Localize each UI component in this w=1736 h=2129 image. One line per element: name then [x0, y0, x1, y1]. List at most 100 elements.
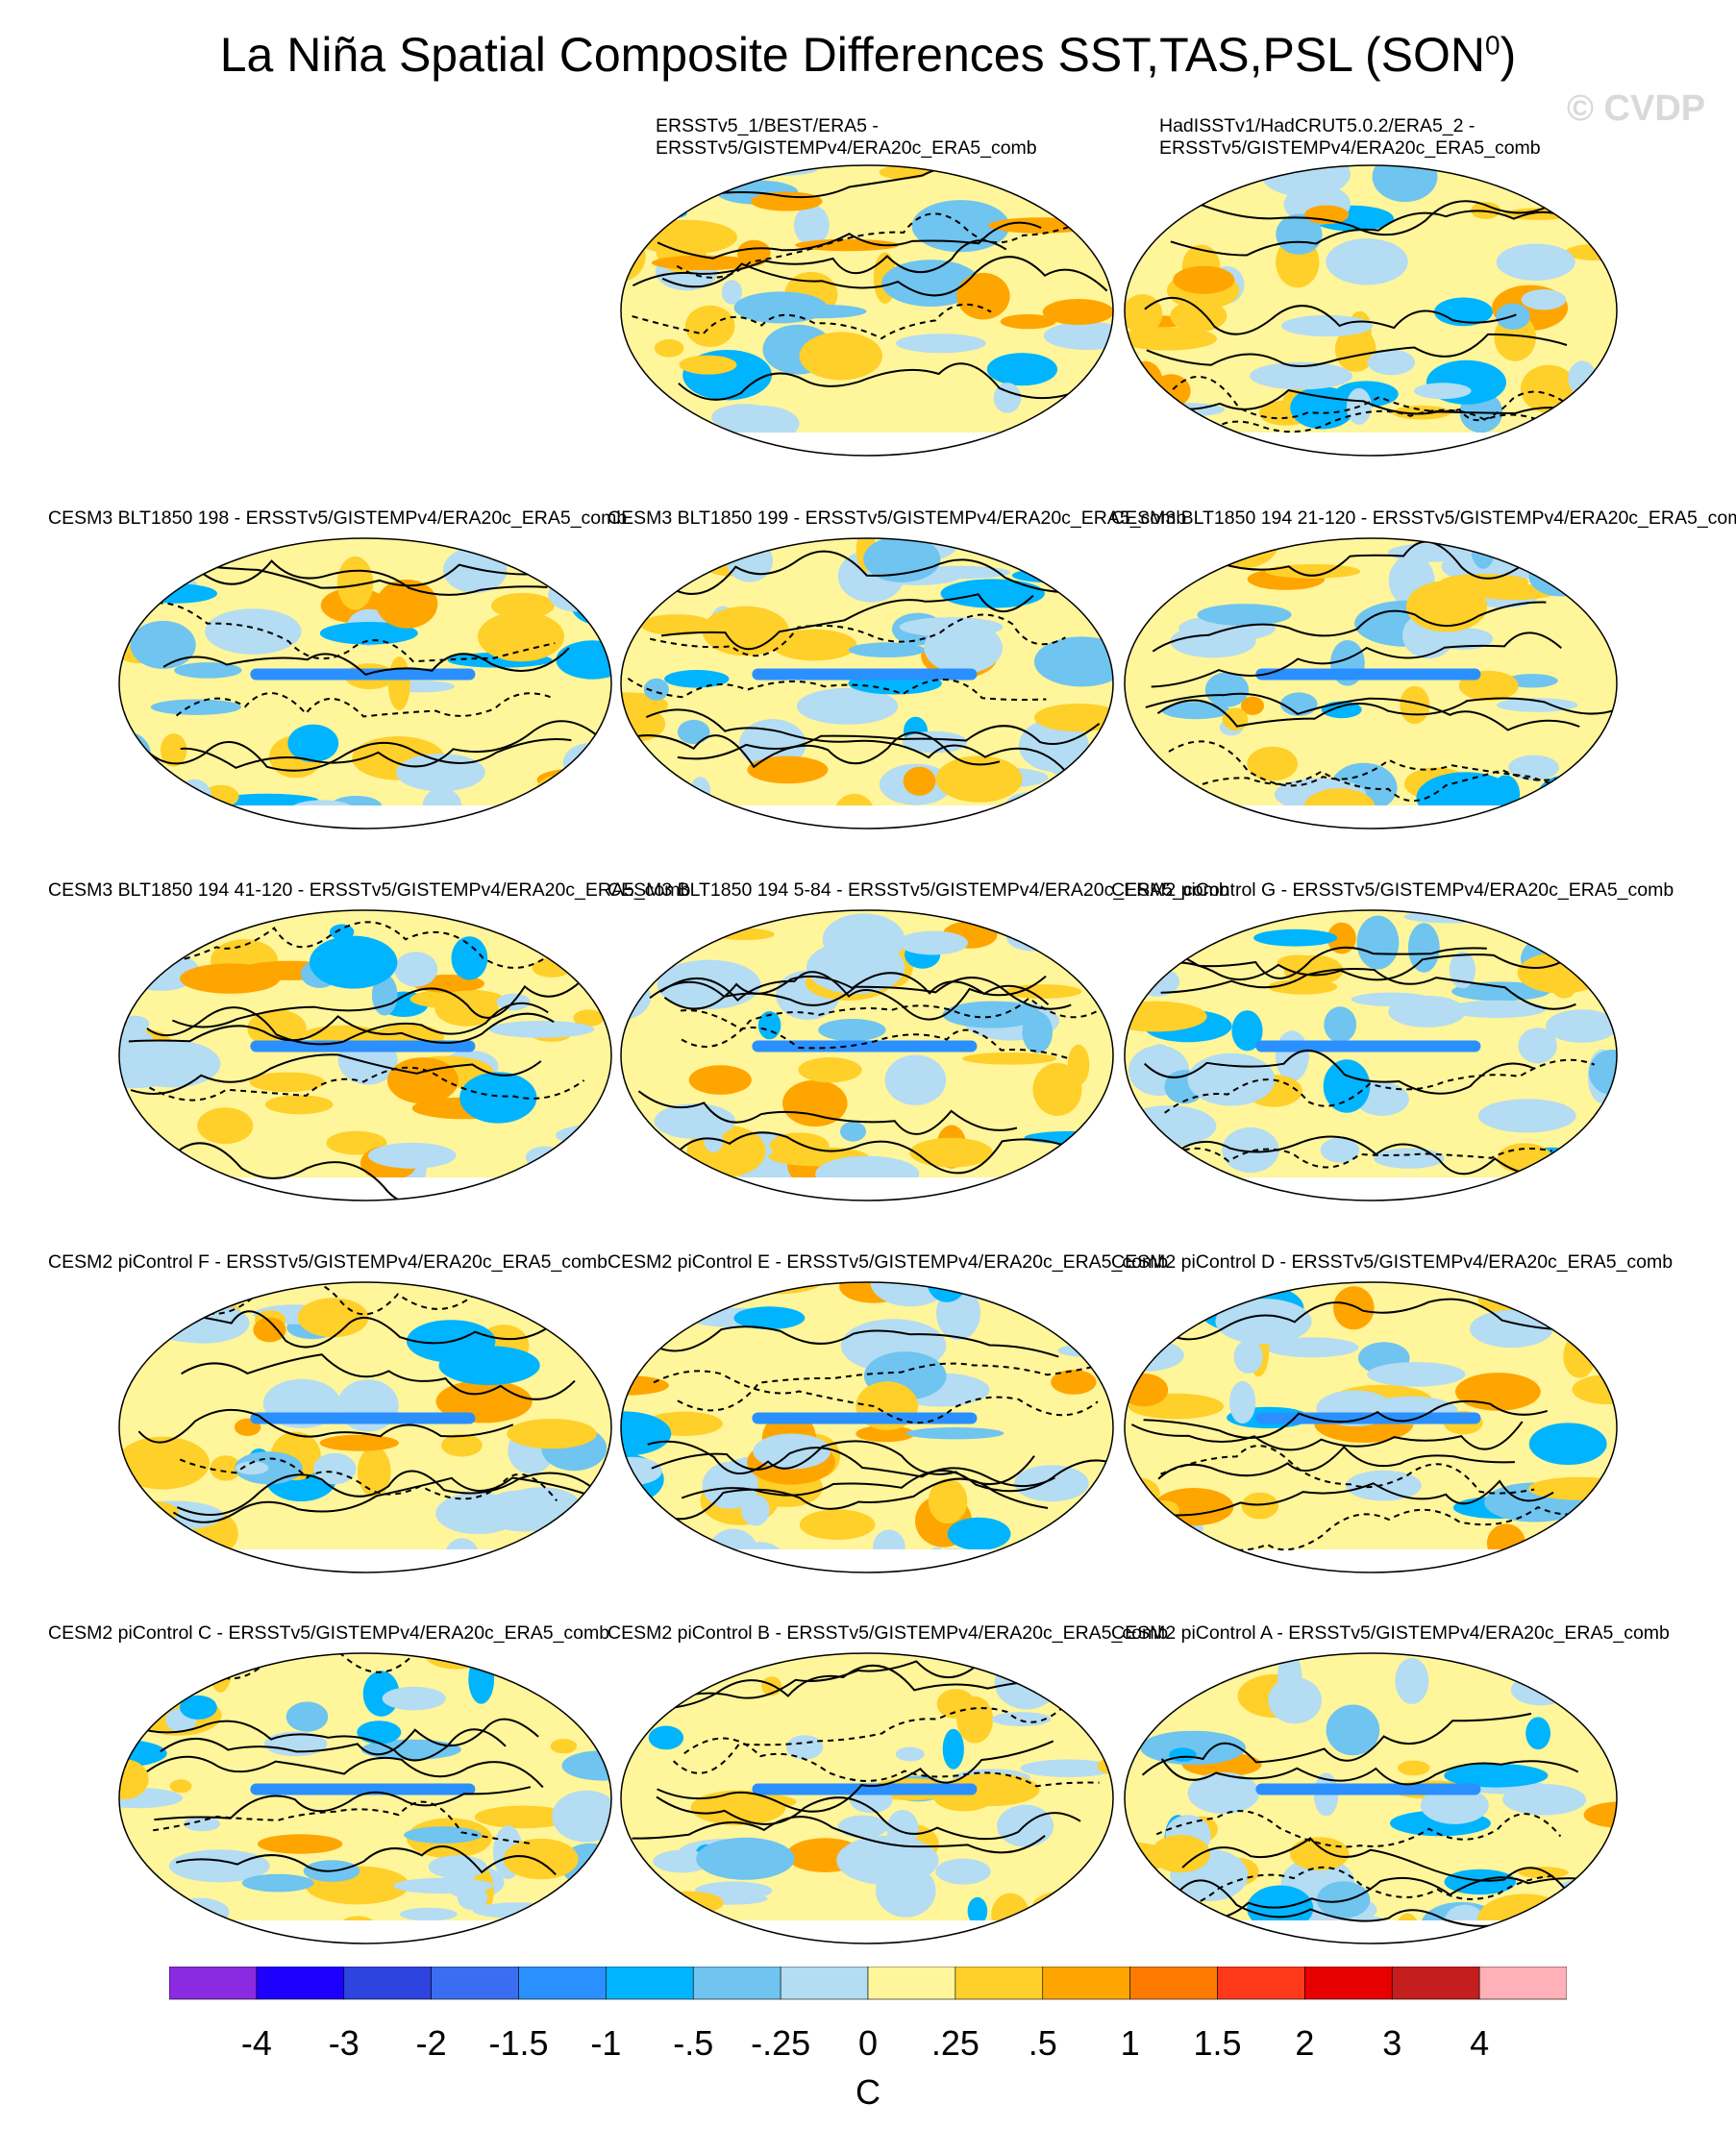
anomaly-patch: [1153, 436, 1209, 453]
anomaly-patch: [119, 910, 180, 928]
anomaly-patch: [1247, 746, 1298, 781]
anomaly-patch: [257, 1834, 343, 1854]
anomaly-patch: [1016, 910, 1064, 938]
anomaly-patch: [956, 1696, 994, 1744]
anomaly-patch: [621, 1411, 672, 1456]
anomaly-patch: [1477, 1099, 1576, 1133]
anomaly-patch: [474, 1805, 573, 1829]
robinson-map: [620, 537, 1114, 829]
anomaly-patch: [119, 1739, 167, 1768]
psl-contour: [180, 720, 599, 769]
psl-contour: [1160, 968, 1576, 1010]
anomaly-patch: [1128, 1910, 1203, 1943]
anomaly-patch: [451, 936, 488, 980]
psl-contour: [677, 1355, 1113, 1412]
colorbar-swatch: [780, 1967, 869, 2000]
anomaly-patch: [727, 374, 754, 391]
anomaly-patch: [1372, 165, 1438, 203]
psl-contour: [181, 1353, 576, 1400]
anomaly-patch: [991, 1712, 1052, 1726]
anomaly-patch: [704, 1127, 724, 1152]
anomaly-patch: [895, 1746, 925, 1762]
cvdp-watermark: © CVDP: [1567, 88, 1706, 129]
anomaly-patch: [947, 1517, 1011, 1551]
anomaly-patch: [371, 974, 398, 1016]
panel-label: CESM3 BLT1850 194 5-84 - ERSSTv5/GISTEMP…: [608, 879, 1229, 901]
anomaly-patch: [124, 1040, 221, 1088]
anomaly-patch: [848, 642, 926, 657]
anomaly-patch: [387, 656, 410, 710]
anomaly-patch: [1373, 1148, 1445, 1169]
anomaly-patch: [552, 1790, 611, 1843]
anomaly-patch: [1151, 1835, 1210, 1873]
anomaly-patch: [1304, 205, 1350, 225]
anomaly-patch: [205, 608, 302, 655]
equatorial-cold-tongue: [1255, 1040, 1481, 1052]
anomaly-patch: [1125, 538, 1192, 576]
anomaly-patch: [1546, 1009, 1617, 1043]
anomaly-patch: [1078, 1703, 1105, 1719]
colorbar-swatch: [1217, 1967, 1305, 2000]
anomaly-patch: [654, 339, 684, 358]
equatorial-cold-tongue: [250, 1783, 476, 1795]
anomaly-patch: [905, 1427, 1004, 1440]
anomaly-patch: [573, 1698, 611, 1723]
psl-contour: [1155, 1810, 1562, 1848]
anomaly-patch: [924, 621, 1003, 674]
anomaly-patch: [1057, 1344, 1113, 1357]
robinson-map: [620, 164, 1114, 457]
map-outline: [1124, 1281, 1618, 1573]
psl-contour: [1151, 631, 1562, 688]
anomaly-patch: [1572, 1374, 1617, 1404]
psl-contour: [637, 1090, 1018, 1135]
anomaly-patch: [1326, 1704, 1380, 1756]
anomaly-patch: [677, 719, 710, 745]
anomaly-patch: [799, 1509, 876, 1540]
anomaly-patch: [1405, 581, 1488, 632]
anomaly-patch: [174, 662, 242, 679]
anomaly-patch: [1067, 1149, 1113, 1164]
anomaly-patch: [799, 332, 882, 381]
colorbar-tick-labels: -4 -3 -2 -1.5 -1 -.5 -.25 0 .25 .5 1 1.5 2 3 4: [0, 2023, 1736, 2071]
anomaly-patch: [214, 793, 319, 807]
anomaly-patch: [733, 1306, 806, 1330]
anomaly-patch: [505, 795, 604, 829]
anomaly-patch: [1525, 1717, 1550, 1750]
psl-contour: [677, 723, 1101, 760]
psl-contour: [1156, 697, 1617, 728]
anomaly-patch: [167, 1194, 255, 1201]
anomaly-patch: [1005, 791, 1062, 817]
anomaly-patch: [1032, 1062, 1082, 1116]
anomaly-patch: [134, 583, 217, 604]
anomaly-patch: [679, 355, 737, 375]
anomaly-patch: [684, 305, 735, 347]
colorbar-tick-label: -1.5: [488, 2023, 549, 2063]
colorbar-swatch: [1304, 1967, 1393, 2000]
map-outline: [118, 537, 612, 829]
anomaly-patch: [1395, 1657, 1429, 1704]
psl-contour: [1143, 1399, 1548, 1439]
anomaly-patch: [150, 699, 241, 715]
anomaly-patch: [1126, 1179, 1218, 1201]
psl-contour: [653, 1370, 1099, 1424]
psl-contour: [154, 1786, 532, 1821]
anomaly-patch: [1521, 289, 1567, 310]
anomaly-patch: [650, 431, 705, 450]
anomaly-patch: [559, 1653, 611, 1676]
psl-contour: [1146, 333, 1568, 367]
panel-label: CESM2 piControl B - ERSSTv5/GISTEMPv4/ER…: [608, 1622, 1169, 1644]
anomaly-patch: [264, 1095, 334, 1115]
anomaly-patch: [1320, 1137, 1360, 1163]
anomaly-patch: [1140, 1730, 1246, 1766]
anomaly-patch: [183, 1817, 221, 1832]
anomaly-patch: [1574, 769, 1612, 785]
anomaly-patch: [1546, 1917, 1617, 1943]
colorbar-swatch: [343, 1967, 432, 2000]
anomaly-patch: [621, 910, 694, 939]
map-panel: CESM2 piControl C - ERSSTv5/GISTEMPv4/ER…: [48, 1622, 615, 1968]
colorbar-swatch: [1391, 1967, 1480, 2000]
anomaly-patch: [1455, 1373, 1541, 1411]
psl-contour: [627, 677, 1047, 701]
robinson-map: [620, 1652, 1114, 1944]
anomaly-patch: [326, 1130, 387, 1155]
